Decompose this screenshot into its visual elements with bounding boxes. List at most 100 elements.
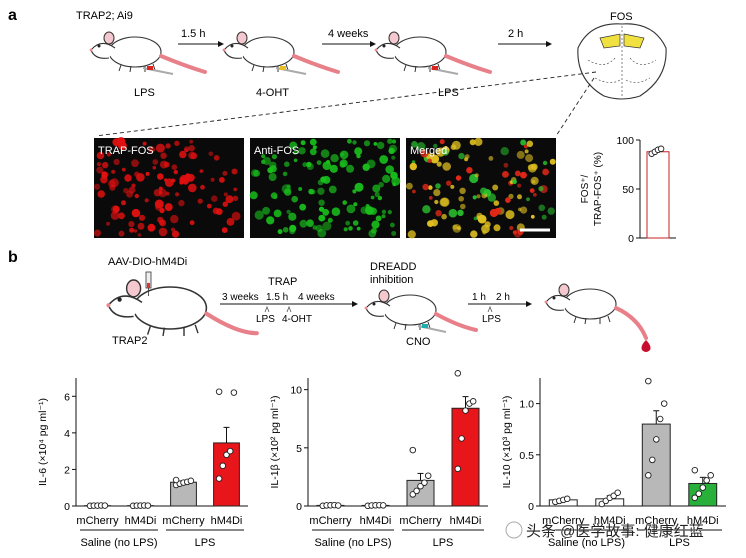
cell-mark	[503, 162, 509, 168]
cell-mark	[231, 211, 241, 221]
micrograph-2: Anti-FOS	[249, 138, 401, 238]
cell-mark	[126, 190, 134, 198]
cell-mark	[474, 137, 483, 146]
cell-mark	[137, 233, 142, 237]
trap2-label: TRAP2	[112, 335, 147, 347]
cell-mark	[158, 188, 167, 198]
cell-mark	[210, 177, 215, 182]
data-point	[691, 494, 699, 502]
cell-mark	[289, 141, 298, 150]
cell-mark	[529, 188, 535, 194]
cell-mark	[102, 161, 109, 169]
cell-mark	[298, 187, 303, 191]
cell-mark	[317, 187, 325, 195]
cell-mark	[541, 214, 547, 220]
cell-mark	[148, 146, 155, 153]
cell-mark	[318, 199, 325, 206]
cell-mark	[213, 155, 220, 161]
cell-mark	[288, 212, 297, 221]
cell-mark	[160, 152, 167, 159]
cell-mark	[352, 220, 359, 226]
cell-mark	[428, 185, 433, 190]
cell-mark	[128, 221, 135, 228]
cell-mark	[134, 193, 139, 199]
data-point	[187, 477, 195, 485]
cell-mark	[435, 183, 441, 189]
mouse-2	[222, 31, 340, 75]
cell-mark	[273, 209, 282, 218]
cell-mark	[512, 179, 517, 184]
y-axis-label: IL-6 (×10⁴ pg ml⁻¹)	[37, 398, 49, 486]
data-point	[695, 490, 703, 497]
cell-mark	[277, 229, 283, 235]
data-point	[409, 446, 417, 454]
cell-mark	[175, 192, 180, 197]
cell-mark	[429, 152, 435, 158]
cell-mark	[154, 203, 163, 211]
cell-mark	[439, 139, 445, 145]
cell-mark	[152, 165, 157, 170]
cell-mark	[343, 227, 348, 232]
cell-mark	[520, 139, 527, 146]
cell-mark	[306, 219, 314, 227]
cell-mark	[379, 155, 389, 164]
cell-mark	[517, 194, 522, 200]
cell-mark	[106, 152, 112, 157]
cell-mark	[219, 177, 225, 183]
cell-mark	[370, 195, 375, 200]
mouse-3	[374, 31, 492, 75]
cell-mark	[422, 183, 429, 191]
data-point	[660, 400, 668, 407]
cell-mark	[136, 173, 145, 182]
data-point	[691, 466, 699, 474]
cell-mark	[189, 220, 195, 226]
cell-mark	[442, 162, 452, 171]
cell-mark	[428, 196, 433, 200]
cell-mark	[549, 158, 556, 165]
cell-mark	[97, 190, 105, 198]
cell-mark	[165, 143, 171, 149]
data-point	[215, 475, 223, 482]
cell-mark	[520, 171, 527, 179]
micrograph-label: Anti-FOS	[254, 145, 299, 157]
cell-mark	[528, 163, 537, 173]
cell-mark	[409, 162, 417, 171]
cell-mark	[433, 143, 438, 149]
group-label-mcherry: mCherry	[309, 515, 352, 527]
cell-mark	[112, 205, 120, 213]
saline-group-label: Saline (no LPS)	[80, 537, 157, 549]
cell-mark	[442, 149, 449, 156]
cno-mouse	[364, 289, 478, 333]
cell-mark	[300, 140, 306, 146]
cell-mark	[366, 159, 376, 169]
cell-mark	[460, 203, 466, 210]
cell-mark	[502, 171, 509, 178]
cell-mark	[164, 203, 173, 212]
cell-mark	[352, 189, 357, 194]
cell-mark	[472, 195, 477, 200]
watermark-text: 头条 @医学故事: 健康红蓝	[526, 523, 704, 540]
virus-label: AAV-DIO-hM4Di	[108, 256, 187, 268]
saline-group-label: Saline (no LPS)	[548, 537, 625, 549]
cell-mark	[268, 173, 277, 181]
cell-mark	[480, 187, 488, 195]
cell-mark	[197, 198, 203, 204]
cell-mark	[500, 147, 509, 156]
cell-mark	[481, 224, 490, 234]
data-point	[649, 456, 656, 464]
y-axis-label-line-1: FOS⁺/	[580, 174, 591, 203]
cell-mark	[470, 230, 478, 238]
cell-mark	[299, 203, 307, 211]
data-point	[334, 502, 342, 509]
cell-mark	[158, 219, 165, 226]
cell-mark	[101, 171, 108, 177]
cell-mark	[518, 207, 522, 212]
cell-mark	[233, 187, 238, 192]
cell-mark	[520, 206, 528, 214]
zoom-line-right	[555, 77, 595, 137]
cell-mark	[118, 212, 125, 220]
cell-mark	[121, 200, 126, 206]
data-point	[462, 407, 469, 414]
cell-mark	[538, 186, 544, 192]
cell-mark	[493, 224, 501, 232]
